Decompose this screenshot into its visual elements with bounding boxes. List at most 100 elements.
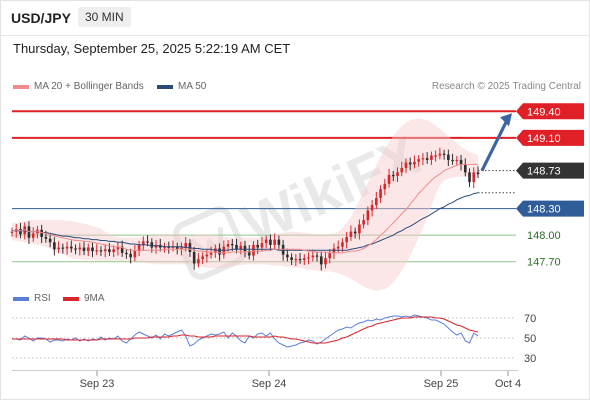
candle — [95, 244, 99, 256]
candle — [417, 155, 421, 167]
candle — [400, 161, 404, 177]
candle — [459, 154, 463, 171]
rsi-swatch — [13, 296, 29, 301]
candle-body — [239, 245, 243, 250]
candle-body — [226, 244, 230, 247]
candle-body — [328, 252, 332, 259]
candle-body — [315, 255, 319, 257]
candle-body — [95, 250, 99, 252]
candle-body — [375, 198, 378, 206]
candle — [328, 248, 332, 264]
candle-body — [341, 242, 344, 247]
candle-body — [205, 254, 209, 257]
candle-body — [324, 258, 327, 265]
candle-body — [434, 155, 437, 157]
candle — [31, 227, 35, 242]
candle-body — [125, 252, 128, 255]
candle-body — [184, 243, 188, 248]
level-tag-148.00: 148.00 — [527, 230, 561, 242]
candle-body — [349, 231, 353, 237]
candle-body — [10, 231, 14, 233]
candle — [10, 227, 14, 237]
candle — [383, 178, 387, 196]
chart-header: USD/JPY 30 MIN — [0, 0, 590, 36]
candle — [396, 167, 399, 182]
candle — [442, 149, 446, 160]
level-tag-147.70: 147.70 — [527, 257, 561, 269]
candle-body — [91, 247, 94, 252]
candle — [103, 244, 107, 258]
ma9-swatch — [63, 296, 79, 301]
level-tag-149.10-bg — [516, 129, 584, 146]
candle — [434, 150, 437, 162]
candle — [413, 155, 416, 169]
candle — [163, 242, 166, 253]
candle-body — [74, 248, 77, 250]
candle-body — [387, 174, 391, 184]
candle-body — [82, 247, 86, 252]
candle — [379, 185, 382, 204]
candle-body — [319, 256, 323, 265]
legend-ma20: MA 20 + Bollinger Bands — [13, 81, 144, 92]
candle-body — [277, 239, 281, 245]
candle-body — [133, 251, 137, 258]
candle-body — [175, 246, 179, 250]
candle-body — [413, 161, 416, 165]
candle-body — [142, 241, 145, 245]
candle — [129, 248, 132, 264]
candle-body — [197, 259, 200, 264]
candle — [375, 191, 378, 210]
candle — [370, 200, 374, 217]
candle — [319, 251, 323, 271]
candle — [404, 158, 408, 173]
candle — [307, 252, 310, 265]
candle-body — [137, 244, 141, 252]
candle-body — [447, 154, 450, 160]
candle — [235, 238, 238, 254]
candle — [421, 153, 425, 166]
candle — [451, 153, 454, 165]
candle — [438, 147, 442, 160]
candle-body — [167, 246, 171, 248]
candle — [315, 251, 319, 262]
candle-body — [370, 205, 374, 211]
timeframe-button[interactable]: 30 MIN — [78, 7, 131, 27]
candle — [455, 155, 459, 166]
ma50-line — [12, 192, 479, 251]
level-tag-149.40-bg — [516, 103, 584, 120]
level-tag-148.30-bg — [516, 200, 584, 217]
candle — [142, 236, 145, 252]
bollinger-band — [12, 118, 478, 291]
candle-body — [48, 238, 52, 243]
candle — [133, 244, 137, 262]
legend-ma9-label: 9MA — [84, 293, 105, 304]
candle-body — [336, 246, 340, 249]
candle — [53, 237, 56, 256]
legend-ma50-label: MA 50 — [178, 81, 207, 92]
candle-body — [69, 246, 73, 249]
candle-body — [302, 258, 306, 260]
candle-body — [273, 239, 276, 245]
candle-body — [362, 220, 365, 225]
candle — [218, 243, 221, 261]
level-tag-149.40-text: 149.40 — [527, 106, 561, 118]
credit-label: Research © 2025 Trading Central — [431, 81, 581, 92]
candle — [349, 225, 353, 241]
x-tick-label: Sep 23 — [80, 378, 115, 390]
candle-body — [430, 155, 433, 160]
candle — [197, 252, 200, 268]
candle — [468, 168, 471, 188]
candle-body — [99, 250, 103, 252]
candle — [290, 253, 293, 265]
level-tag-149.10: 149.10 — [516, 129, 584, 146]
candle-body — [459, 159, 463, 165]
forecast-arrow-shaft — [480, 119, 509, 172]
candle — [120, 240, 124, 257]
level-tag-147.70-text: 147.70 — [527, 257, 561, 269]
legend-rsi-label: RSI — [34, 293, 51, 304]
candle-body — [383, 183, 387, 190]
ma50-swatch — [157, 84, 173, 89]
symbol-label: USD/JPY — [11, 10, 71, 26]
candle-body — [252, 244, 255, 256]
